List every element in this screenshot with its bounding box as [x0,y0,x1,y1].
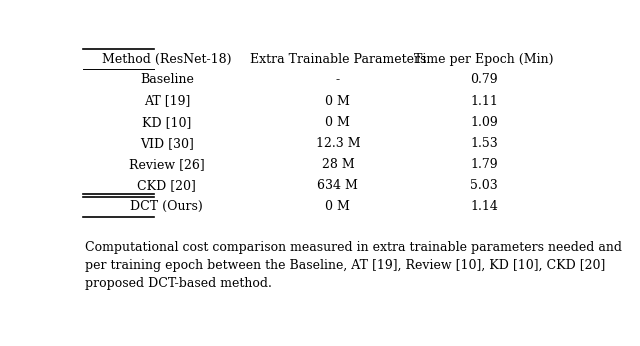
Text: 5.03: 5.03 [470,179,498,192]
Text: 0 M: 0 M [326,116,350,129]
Text: 1.09: 1.09 [470,116,498,129]
Text: AT [19]: AT [19] [143,94,190,108]
Text: CKD [20]: CKD [20] [138,179,196,192]
Text: Extra Trainable Parameters: Extra Trainable Parameters [250,53,426,66]
Text: DCT (Ours): DCT (Ours) [131,200,203,213]
Text: 0.79: 0.79 [470,73,498,86]
Text: Method (ResNet-18): Method (ResNet-18) [102,53,232,66]
Text: 28 M: 28 M [321,158,355,171]
Text: 1.53: 1.53 [470,137,498,150]
Text: 1.14: 1.14 [470,200,498,213]
Text: Review [26]: Review [26] [129,158,205,171]
Text: 1.79: 1.79 [470,158,498,171]
Text: Baseline: Baseline [140,73,194,86]
Text: 0 M: 0 M [326,200,350,213]
Text: VID [30]: VID [30] [140,137,194,150]
Text: KD [10]: KD [10] [142,116,191,129]
Text: per training epoch between the Baseline, AT [19], Review [10], KD [10], CKD [20]: per training epoch between the Baseline,… [85,259,605,272]
Text: proposed DCT-based method.: proposed DCT-based method. [85,277,272,290]
Text: 634 M: 634 M [317,179,358,192]
Text: 0 M: 0 M [326,94,350,108]
Text: 1.11: 1.11 [470,94,498,108]
Text: -: - [336,73,340,86]
Text: 12.3 M: 12.3 M [316,137,360,150]
Text: Computational cost comparison measured in extra trainable parameters needed and: Computational cost comparison measured i… [85,240,622,254]
Text: Time per Epoch (Min): Time per Epoch (Min) [415,53,554,66]
